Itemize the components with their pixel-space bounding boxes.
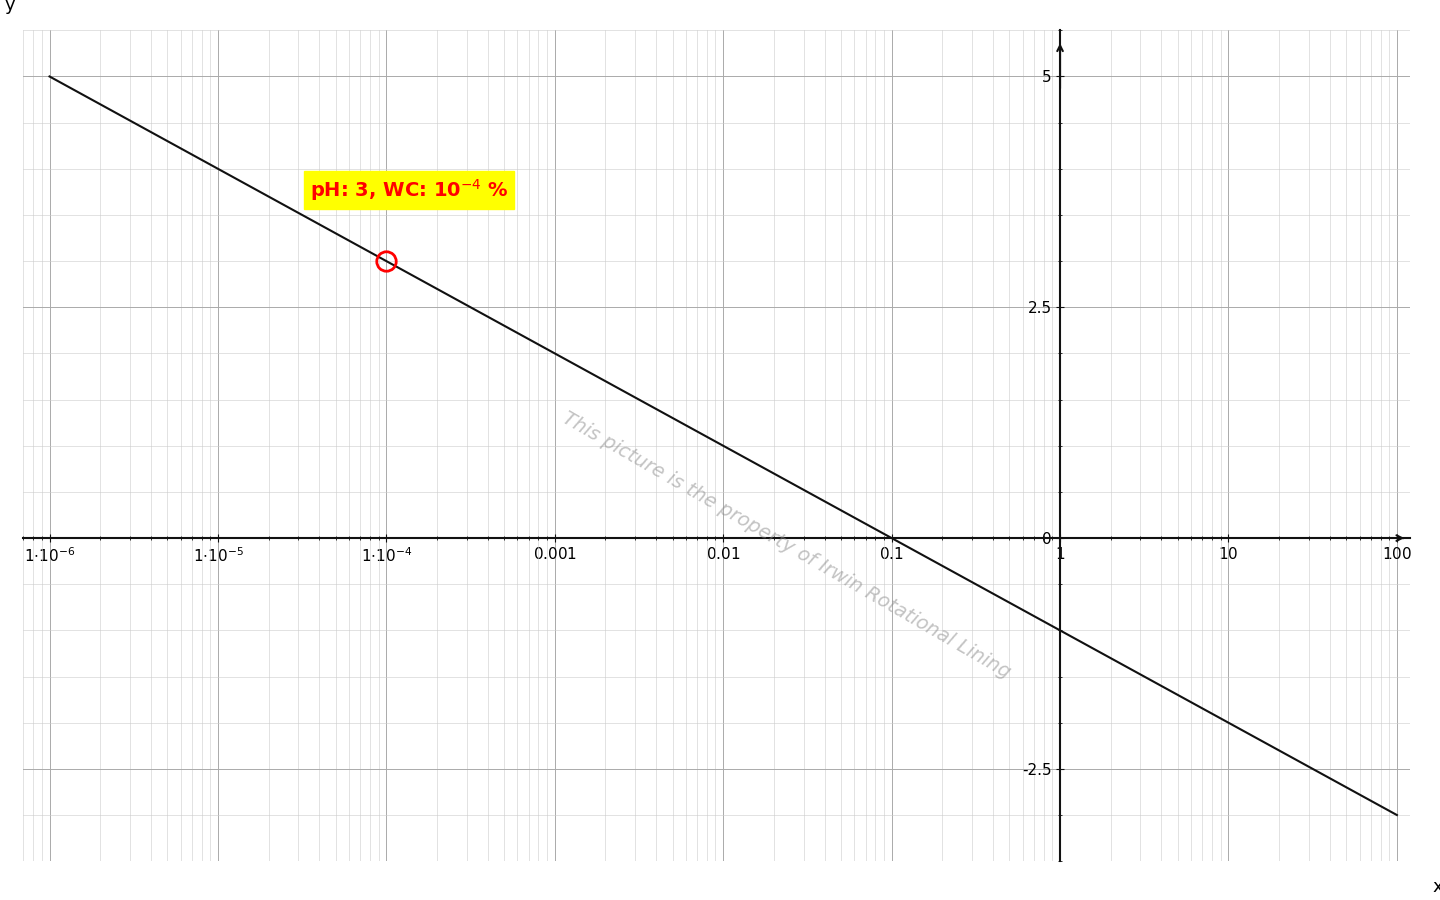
Text: pH: 3, WC: 10$^{-4}$ %: pH: 3, WC: 10$^{-4}$ % [310, 176, 508, 202]
Text: This picture is the property of Irwin Rotational Lining: This picture is the property of Irwin Ro… [559, 409, 1014, 682]
Y-axis label: y: y [4, 0, 14, 14]
X-axis label: x: x [1433, 878, 1440, 896]
